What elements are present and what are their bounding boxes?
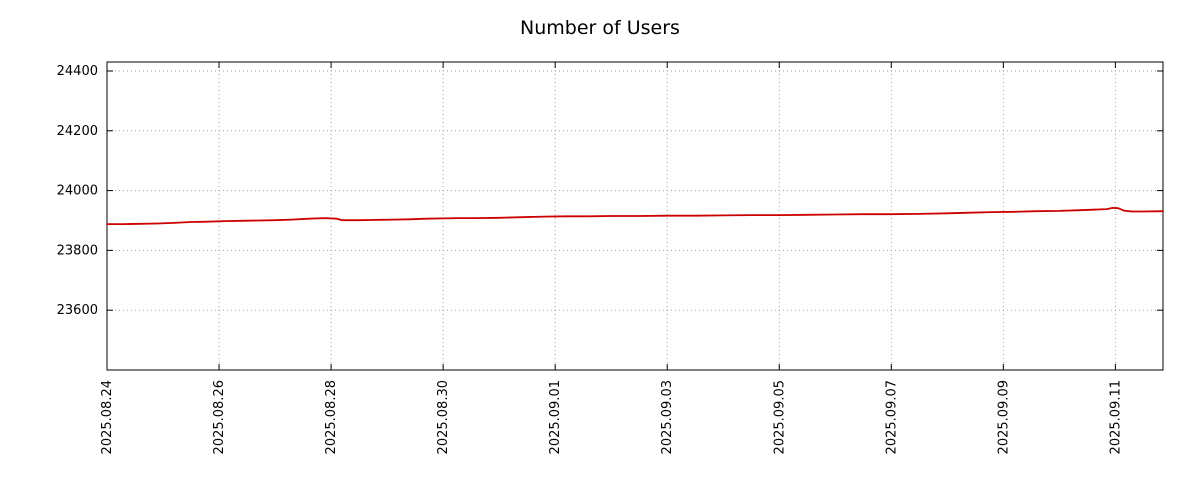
y-tick-label: 23800 (57, 243, 98, 258)
label-layer: 2025.08.24 2025.08.26 2025.08.28 2025.08.30… (57, 64, 1124, 454)
chart-title: Number of Users (520, 17, 680, 39)
series-layer (106, 206, 1164, 226)
y-tick-label: 23600 (57, 303, 98, 318)
y-tick-label: 24000 (57, 184, 98, 199)
x-tick-label: 2025.08.28 (324, 380, 339, 454)
x-tick-label: 2025.08.24 (100, 380, 115, 454)
data-series-line (106, 206, 1164, 226)
axis-layer (106, 61, 1164, 371)
x-tick-label: 2025.09.11 (1108, 380, 1123, 454)
x-tick-label: 2025.09.07 (884, 380, 899, 454)
x-tick-label: 2025.08.26 (212, 380, 227, 454)
grid-layer (106, 62, 1163, 370)
y-tick-label: 24400 (57, 64, 98, 79)
x-tick-label: 2025.09.01 (548, 380, 563, 454)
y-tick-label: 24200 (57, 124, 98, 139)
x-tick-label: 2025.09.05 (772, 380, 787, 454)
plot-border (106, 61, 1164, 371)
x-tick-label: 2025.09.09 (996, 380, 1011, 454)
x-tick-label: 2025.08.30 (436, 380, 451, 454)
x-tick-label: 2025.09.03 (660, 380, 675, 454)
